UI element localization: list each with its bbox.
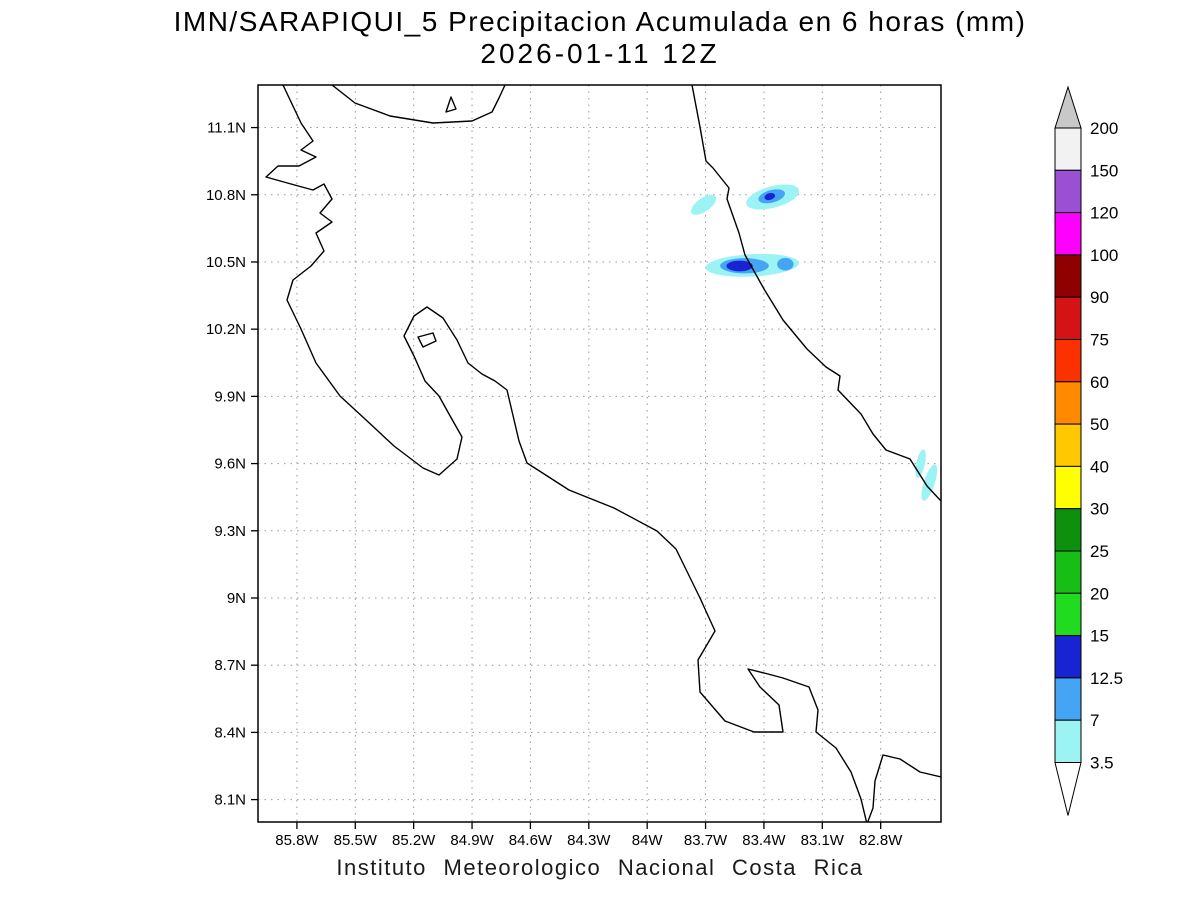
colorbar-tick-label: 20 [1090, 584, 1109, 603]
x-tick-label: 83.4W [742, 832, 786, 849]
colorbar-tick-label: 75 [1090, 331, 1109, 350]
y-tick-label: 9.6N [214, 456, 246, 473]
colorbar-above-max-arrow [1054, 85, 1082, 129]
coastline-pacific-costa-rica [265, 85, 941, 822]
y-tick-label: 10.2N [206, 321, 246, 338]
precip-patch-tortuguero-band-right-spot [777, 257, 794, 271]
x-tick-label: 85.5W [334, 832, 378, 849]
colorbar-below-min-arrow [1054, 762, 1082, 816]
colorbar-tick-label: 30 [1090, 500, 1109, 519]
x-tick-label: 83.7W [684, 832, 728, 849]
attribution: Instituto Meteorologico Nacional Costa R… [336, 855, 864, 880]
chart-subtitle: 2026-01-11 12Z [480, 38, 720, 69]
y-tick-label: 11.1N [207, 120, 246, 137]
lake-nicaragua-shore [331, 85, 506, 124]
colorbar-tick-label: 50 [1090, 415, 1109, 434]
colorbar-segment [1054, 550, 1082, 594]
coastline-layer [265, 85, 941, 822]
map-frame [257, 84, 942, 823]
colorbar-tick-label: 12.5 [1090, 669, 1123, 688]
colorbar-tick-label: 90 [1090, 288, 1109, 307]
x-tick-label: 84.6W [509, 832, 553, 849]
colorbar-tick-label: 15 [1090, 627, 1109, 646]
colorbar-segment [1054, 508, 1082, 552]
precip-patch-tortuguero-band-core [726, 260, 753, 272]
colorbar-segment [1054, 381, 1082, 425]
colorbar-tick-label: 150 [1090, 161, 1118, 180]
colorbar-tick-label: 100 [1090, 246, 1118, 265]
colorbar-segment [1054, 677, 1082, 721]
colorbar-tick-label: 200 [1090, 119, 1118, 138]
colorbar-segment [1054, 254, 1082, 298]
y-tick-label: 10.5N [206, 254, 246, 271]
x-tick-label: 82.8W [859, 832, 903, 849]
x-tick-label: 85.2W [392, 832, 436, 849]
grid-lines [258, 85, 941, 822]
coastline-caribbean [691, 85, 941, 502]
chira-island [417, 332, 437, 348]
colorbar-segment [1054, 169, 1082, 214]
x-tick-label: 84.3W [567, 832, 611, 849]
y-tick-label: 8.4N [214, 724, 246, 741]
precip-patch-south-caribbean-coast-lower [921, 464, 938, 501]
y-tick-label: 8.1N [214, 792, 246, 809]
colorbar-tick-label: 3.5 [1090, 754, 1114, 773]
axis-tick-labels: 85.8W 85.5W 85.2W 84.9W 84.6W 84.3W 84W 83.7W 83… [206, 120, 903, 849]
colorbar-segment [1054, 296, 1082, 340]
y-tick-label: 8.7N [214, 657, 246, 674]
colorbar-legend: 200 150 120 100 90 75 60 50 40 30 25 20 15 12.5 7 3.5 [1054, 85, 1123, 816]
colorbar-segment [1054, 212, 1082, 256]
map-plot: 85.8W 85.5W 85.2W 84.9W 84.6W 84.3W 84W 83.7W 83… [206, 84, 942, 849]
colorbar-segment [1054, 635, 1082, 679]
y-tick-label: 9.3N [214, 523, 246, 540]
colorbar-segment [1054, 127, 1082, 171]
colorbar-segment [1054, 592, 1082, 637]
solentiname-island [445, 96, 457, 113]
colorbar-segment [1054, 719, 1082, 764]
y-tick-label: 9N [227, 590, 246, 607]
precipitation-layer [691, 184, 938, 501]
colorbar-tick-label: 120 [1090, 204, 1118, 223]
colorbar-tick-label: 60 [1090, 373, 1109, 392]
x-tick-label: 83.1W [801, 832, 845, 849]
x-tick-label: 84.9W [450, 832, 494, 849]
precip-patch-north-caribbean-coast-left-sliver [691, 194, 717, 215]
colorbar-segment [1054, 339, 1082, 383]
x-tick-label: 85.8W [275, 832, 319, 849]
colorbar-tick-label: 7 [1090, 711, 1099, 730]
axis-ticks [251, 126, 882, 829]
precip-patch-north-caribbean-offshore-core [764, 193, 776, 201]
x-tick-label: 84W [632, 832, 664, 849]
colorbar-segment [1054, 465, 1082, 510]
colorbar-tick-label: 25 [1090, 542, 1109, 561]
chart-title: IMN/SARAPIQUI_5 Precipitacion Acumulada … [173, 6, 1027, 37]
y-tick-label: 9.9N [214, 388, 246, 405]
colorbar-segment [1054, 423, 1082, 467]
colorbar-tick-label: 40 [1090, 457, 1109, 476]
y-tick-label: 10.8N [206, 187, 246, 204]
